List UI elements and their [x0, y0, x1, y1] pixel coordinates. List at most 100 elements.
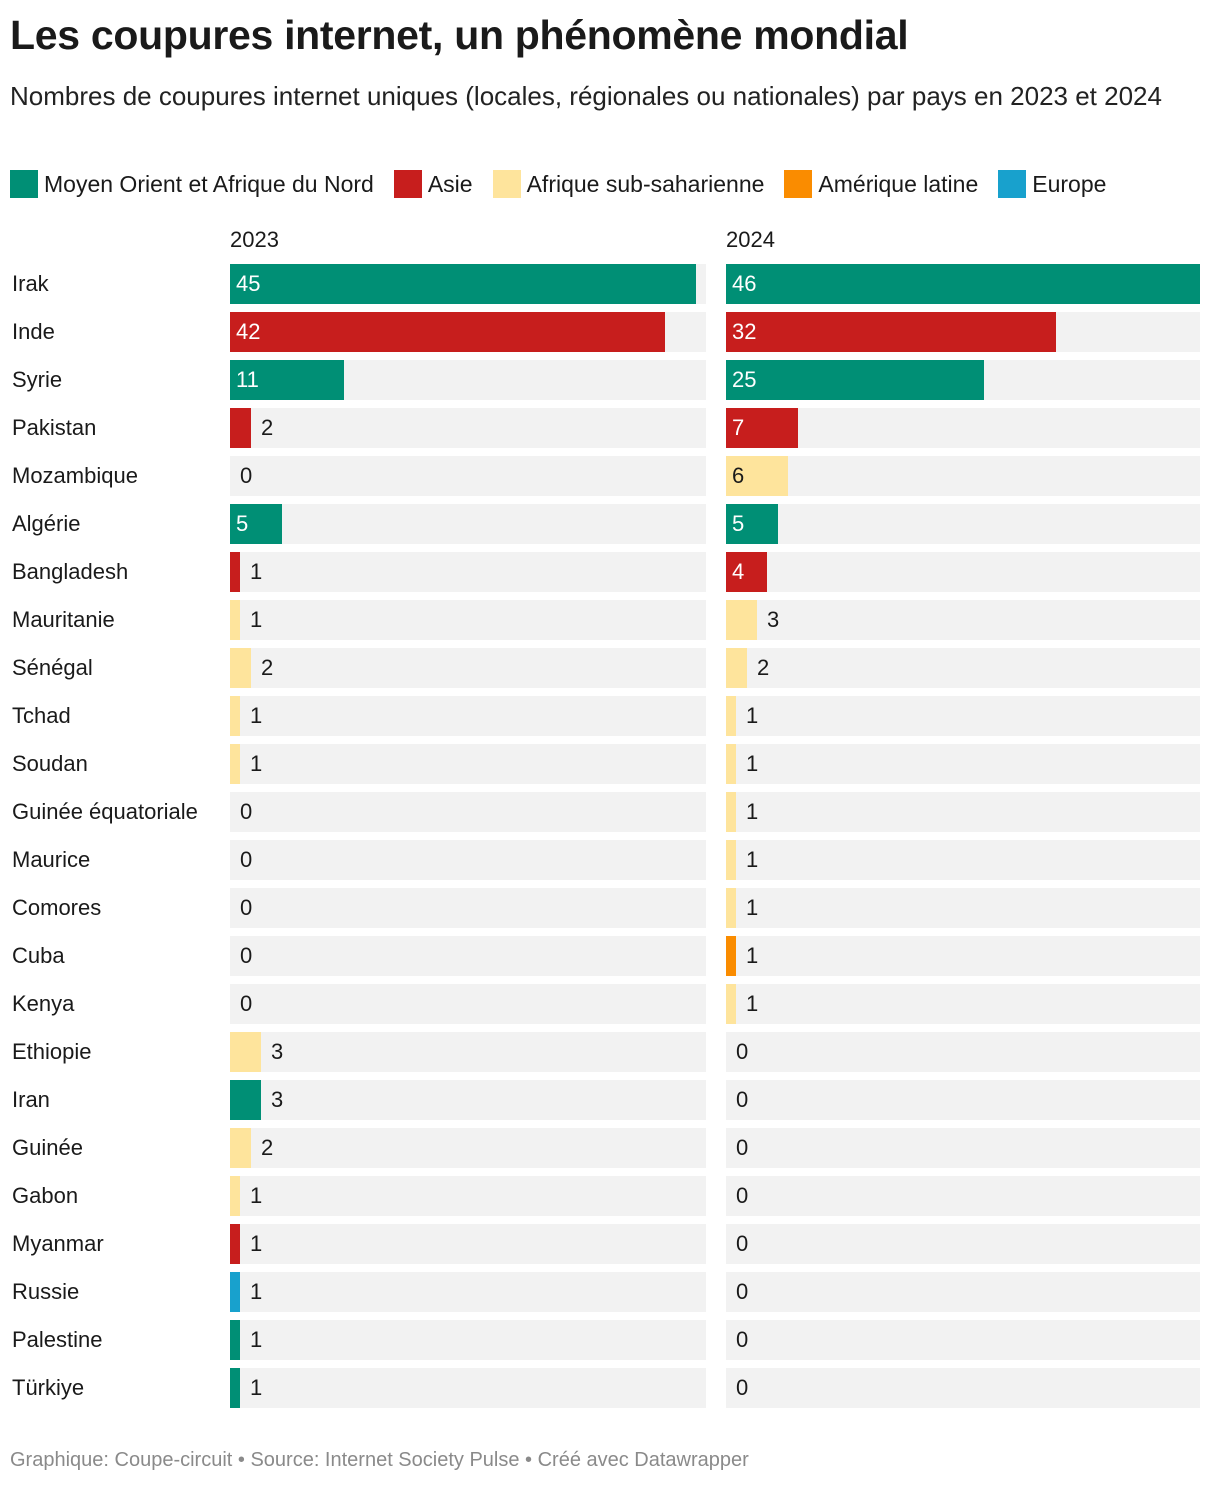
data-label-2023: 1: [250, 559, 263, 584]
legend: Moyen Orient et Afrique du Nord Asie Afr…: [10, 170, 1126, 198]
bar-track-2024: 1: [726, 984, 1200, 1024]
bar-2024: [726, 936, 736, 976]
bar-2024: [726, 504, 778, 544]
bar-2024: [726, 984, 736, 1024]
data-label-2024: 1: [746, 895, 759, 920]
bar-track-2023: 0: [230, 984, 706, 1024]
bar-track-2023: 2: [230, 408, 706, 448]
row-label: Iran: [12, 1087, 50, 1112]
data-label-2024: 0: [736, 1231, 749, 1256]
row-label: Maurice: [12, 847, 91, 872]
row-label: Algérie: [12, 511, 81, 536]
bar-2023: [230, 1176, 240, 1216]
data-label-2023: 3: [271, 1087, 284, 1112]
row-label: Soudan: [12, 751, 88, 776]
bar-2023: [230, 1080, 261, 1120]
data-label-2024: 0: [736, 1087, 749, 1112]
bar-track-2024: 0: [726, 1224, 1200, 1264]
bar-track-2024: 1: [726, 888, 1200, 928]
bar-2024: [726, 840, 736, 880]
data-label-2023: 1: [250, 1375, 263, 1400]
bar-track-2024: 0: [726, 1320, 1200, 1360]
bar-2023: [230, 1368, 240, 1408]
row-label: Inde: [12, 319, 55, 344]
bar-track-2023: 2: [230, 648, 706, 688]
bar-track-2024: 0: [726, 1128, 1200, 1168]
bar-2024: [726, 456, 788, 496]
bar-2023: [230, 648, 251, 688]
bar-2023: [230, 1272, 240, 1312]
bar-track-2024: 25: [726, 360, 1200, 400]
chart-subtitle: Nombres de coupures internet uniques (lo…: [10, 81, 1162, 111]
legend-swatch-mena: [10, 170, 38, 198]
data-label-2023: 1: [250, 1279, 263, 1304]
data-label-2024: 1: [746, 751, 759, 776]
data-label-2024: 0: [736, 1039, 749, 1064]
bar-track-2023: 0: [230, 792, 706, 832]
data-label-2023: 11: [236, 367, 259, 392]
legend-label-mena: Moyen Orient et Afrique du Nord: [44, 170, 374, 197]
data-label-2023: 1: [250, 1231, 263, 1256]
data-label-2024: 7: [732, 415, 745, 440]
data-label-2024: 1: [746, 703, 759, 728]
bar-2024: [726, 744, 736, 784]
bar-track-2023: 3: [230, 1080, 706, 1120]
bar-2024: [726, 408, 798, 448]
bar-track-2023: 1: [230, 1320, 706, 1360]
bar-track-2024: 0: [726, 1032, 1200, 1072]
bar-track-2024: 1: [726, 792, 1200, 832]
bar-track-2024: 6: [726, 456, 1200, 496]
data-label-2024: 3: [767, 607, 780, 632]
data-label-2024: 32: [732, 319, 757, 344]
data-label-2024: 6: [732, 463, 745, 488]
data-label-2023: 1: [250, 1327, 263, 1352]
legend-item-latam: Amérique latine: [784, 170, 978, 198]
bar-track-2024: 32: [726, 312, 1200, 352]
row-label: Tchad: [12, 703, 71, 728]
data-label-2023: 0: [240, 847, 253, 872]
bar-track-2023: 1: [230, 696, 706, 736]
row-label: Myanmar: [12, 1231, 104, 1256]
row-label: Mozambique: [12, 463, 138, 488]
column-header-2023: 2023: [230, 227, 279, 252]
bar-track-2023: 1: [230, 1272, 706, 1312]
bar-track-2024: 4: [726, 552, 1200, 592]
bar-2023: [230, 600, 240, 640]
bar-2024: [726, 648, 747, 688]
legend-label-asia: Asie: [427, 170, 473, 197]
row-label: Guinée équatoriale: [12, 799, 198, 824]
data-label-2024: 0: [736, 1279, 749, 1304]
data-label-2023: 42: [236, 319, 261, 344]
chart-title: Les coupures internet, un phénomène mond…: [10, 12, 909, 58]
bar-2024: [726, 600, 757, 640]
data-label-2023: 1: [250, 751, 263, 776]
data-label-2023: 0: [240, 943, 253, 968]
bar-2024: [726, 888, 736, 928]
bar-track-2024: 0: [726, 1368, 1200, 1408]
row-label: Syrie: [12, 367, 63, 392]
data-label-2023: 1: [250, 703, 263, 728]
data-label-2023: 2: [261, 415, 274, 440]
row-label: Irak: [12, 271, 49, 296]
bar-track-2023: 11: [230, 360, 706, 400]
row-label: Sénégal: [12, 655, 93, 680]
bar-track-2023: 1: [230, 1368, 706, 1408]
data-label-2024: 4: [732, 559, 745, 584]
bar-track-2023: 0: [230, 840, 706, 880]
column-header-2024: 2024: [726, 227, 775, 252]
data-label-2024: 0: [736, 1135, 749, 1160]
data-label-2023: 5: [236, 511, 249, 536]
bar-2024: [726, 696, 736, 736]
data-label-2024: 1: [746, 943, 759, 968]
legend-swatch-asia: [393, 170, 422, 198]
chart-footer: Graphique: Coupe-circuit • Source: Inter…: [10, 1449, 749, 1471]
bar-2023: [230, 312, 665, 352]
data-label-2024: 0: [736, 1375, 749, 1400]
bar-track-2023: 45: [230, 264, 706, 304]
bar-track-2024: 46: [726, 264, 1200, 304]
bar-2023: [230, 360, 344, 400]
legend-item-ssa: Afrique sub-saharienne: [492, 170, 764, 198]
bar-track-2023: 0: [230, 936, 706, 976]
row-label: Russie: [12, 1279, 80, 1304]
data-label-2024: 0: [736, 1183, 749, 1208]
